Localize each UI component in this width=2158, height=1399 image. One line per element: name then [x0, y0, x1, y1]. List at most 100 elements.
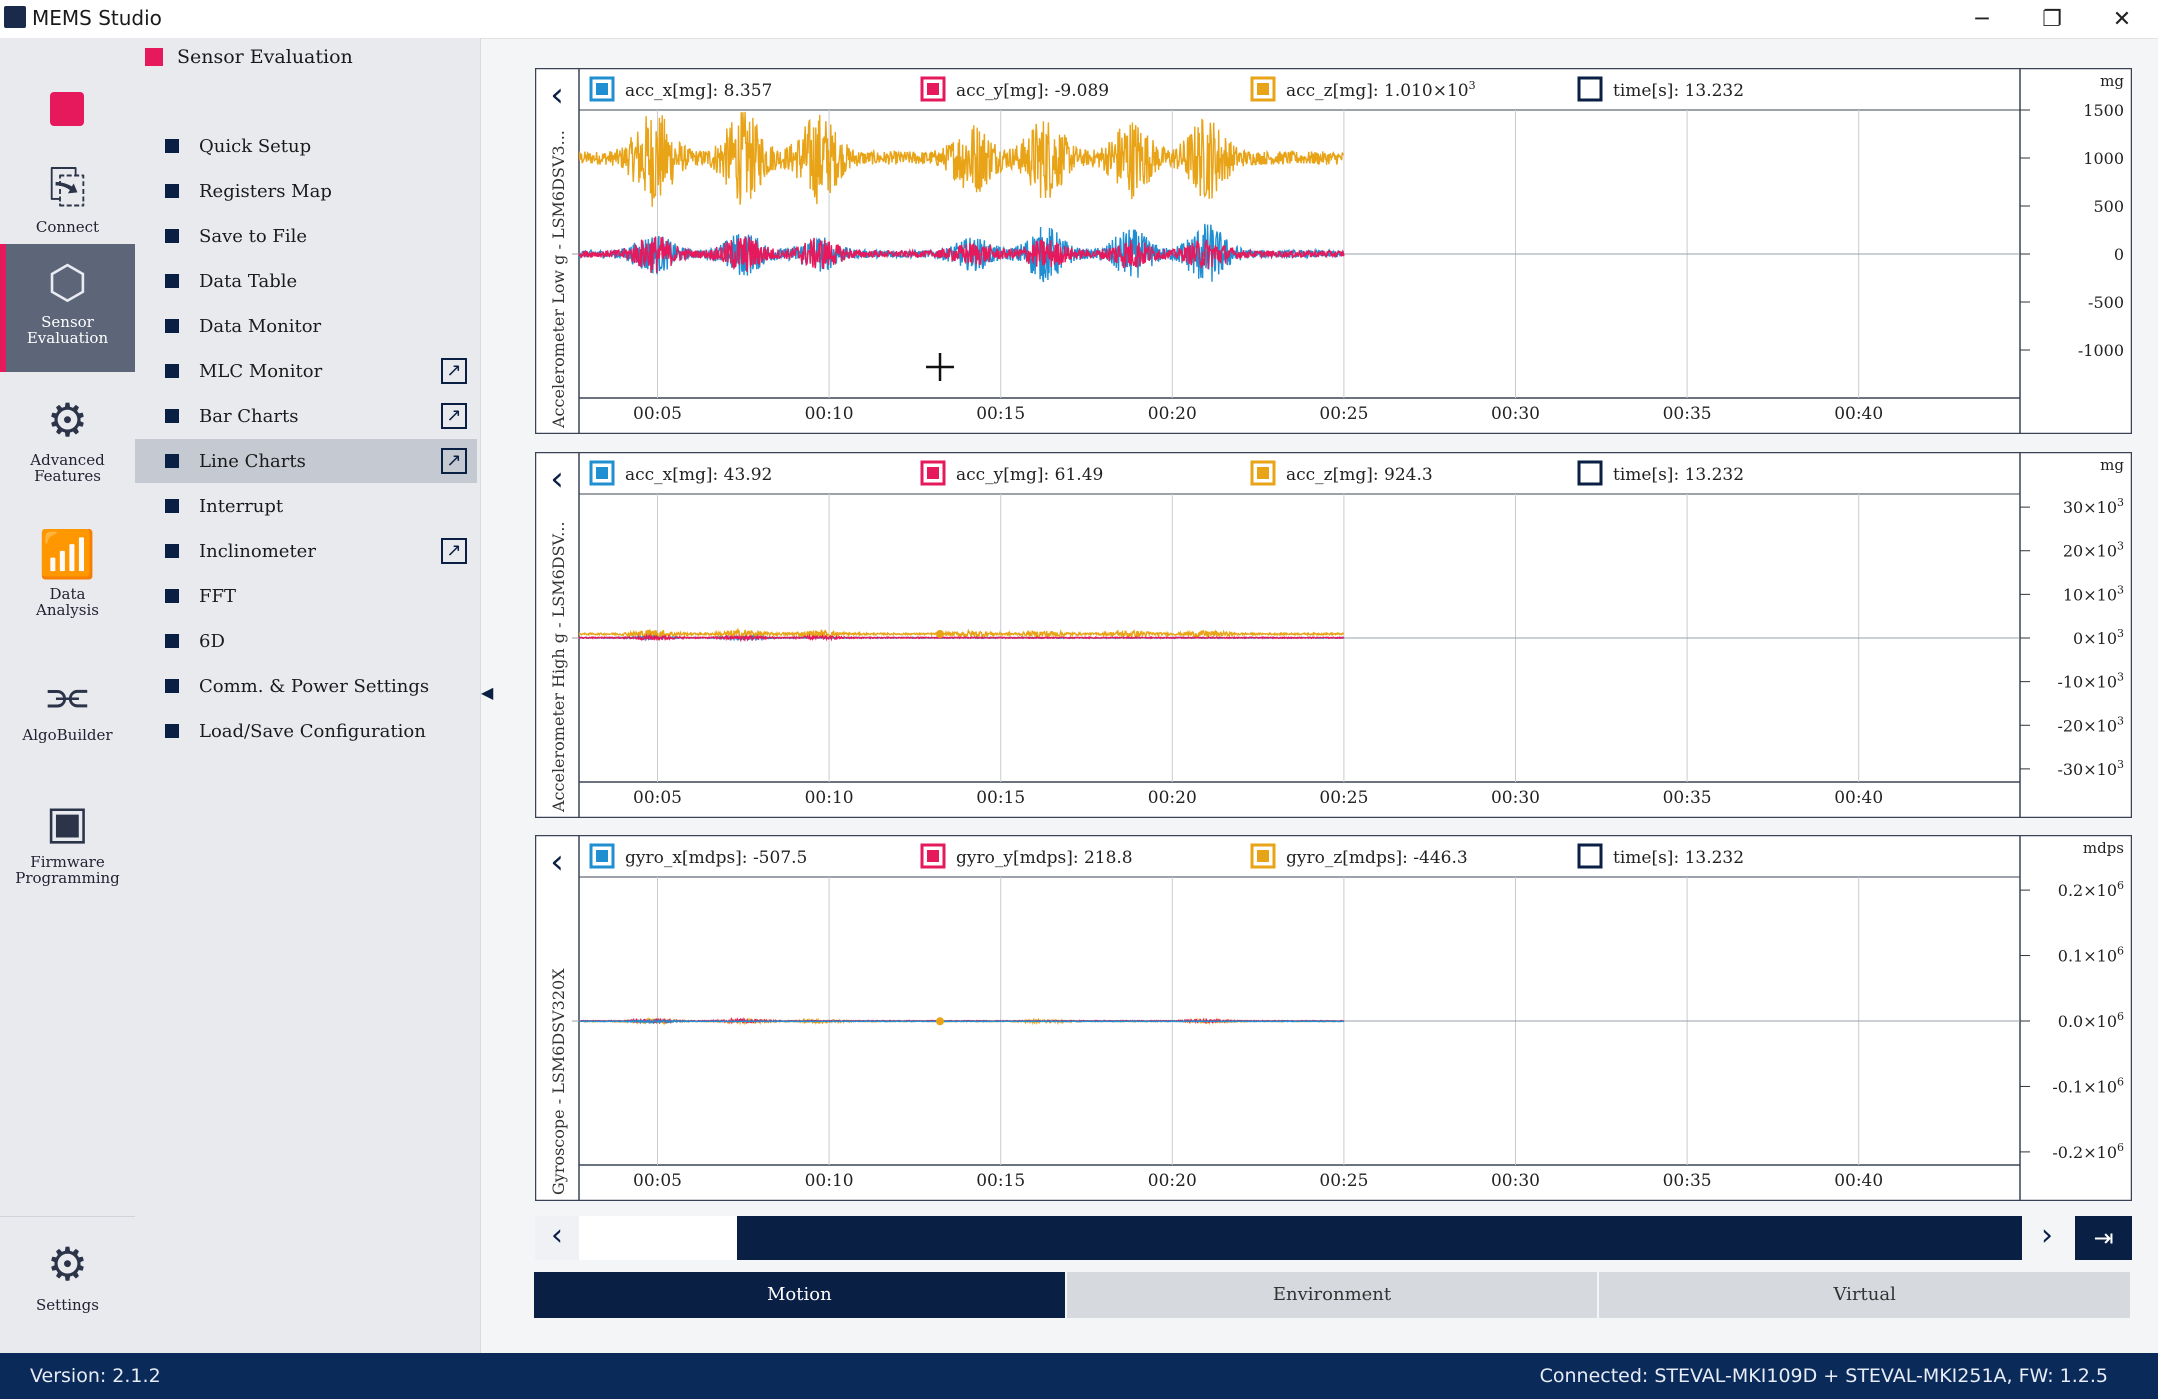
legend-text: acc_x[mg]: 8.357: [625, 81, 772, 101]
chart-collapse-icon[interactable]: ‹: [550, 842, 564, 882]
open-external-icon[interactable]: ↗: [441, 358, 467, 384]
nav-firmware-programming[interactable]: ▣ Firmware Programming: [0, 796, 135, 926]
legend-entry[interactable]: acc_y[mg]: -9.089: [920, 76, 1109, 102]
menu-item-mlc-monitor[interactable]: MLC Monitor ↗: [135, 349, 477, 393]
y-tick-text: -0.2×10: [2052, 1143, 2117, 1162]
legend-entry[interactable]: time[s]: 13.232: [1577, 76, 1744, 102]
scroll-to-end-icon[interactable]: ⇥: [2075, 1216, 2132, 1260]
menu-item-fft[interactable]: FFT: [135, 574, 477, 618]
chart-collapse-icon[interactable]: ‹: [550, 459, 564, 499]
menu-item-data-monitor[interactable]: Data Monitor: [135, 304, 477, 348]
legend-text: time[s]: 13.232: [1613, 81, 1744, 101]
y-tick-label: 0.1×106: [2058, 945, 2124, 966]
legend-text: acc_z[mg]: 1.010×10: [1286, 81, 1469, 101]
y-tick-exponent: 6: [2117, 1010, 2124, 1023]
legend-label: acc_x[mg]: 43.92: [625, 465, 772, 485]
nav-label: Firmware Programming: [15, 853, 120, 887]
menu-item-bar-charts[interactable]: Bar Charts ↗: [135, 394, 477, 438]
close-icon[interactable]: ✕: [2112, 6, 2132, 32]
line-chart-panel[interactable]: ‹ Accelerometer High g - LSM6DSV... 00:05 0…: [535, 452, 2132, 818]
tab-motion[interactable]: Motion: [534, 1272, 1067, 1318]
open-external-icon[interactable]: ↗: [441, 403, 467, 429]
y-tick-label: 30×103: [2063, 496, 2124, 517]
menu-item-quick-setup[interactable]: Quick Setup: [135, 124, 477, 168]
timeline-scrollbar[interactable]: ‹ › ⇥: [535, 1216, 2132, 1260]
minimize-icon[interactable]: ─: [1975, 6, 1989, 32]
menu-item-load-save-configuration[interactable]: Load/Save Configuration: [135, 709, 477, 753]
legend-swatch: [927, 467, 939, 479]
legend-checkbox[interactable]: [1577, 460, 1603, 486]
open-external-icon[interactable]: ↗: [441, 538, 467, 564]
y-tick-text: -30×10: [2057, 760, 2117, 779]
menu-item-save-to-file[interactable]: Save to File: [135, 214, 477, 258]
chip-icon: ▣: [45, 795, 90, 849]
line-chart-panel[interactable]: ‹ Gyroscope - LSM6DSV320X 00:05 00:10 00:15 0…: [535, 835, 2132, 1201]
y-tick-text: 1500: [2083, 101, 2124, 120]
legend-entry[interactable]: gyro_z[mdps]: -446.3: [1250, 843, 1468, 869]
chart-collapse-icon[interactable]: ‹: [550, 75, 564, 115]
nav-settings[interactable]: ⚙ Settings: [0, 1238, 135, 1338]
restore-icon[interactable]: ❐: [2042, 6, 2062, 32]
nav-label: Advanced Features: [30, 451, 105, 485]
bullet-icon: [165, 634, 179, 648]
legend-text: acc_y[mg]: 61.49: [956, 465, 1103, 485]
legend-label: acc_z[mg]: 924.3: [1286, 465, 1433, 485]
menu-item-6d[interactable]: 6D: [135, 619, 477, 663]
menu-item-inclinometer[interactable]: Inclinometer ↗: [135, 529, 477, 573]
open-external-icon[interactable]: ↗: [441, 448, 467, 474]
menu-item-label: Registers Map: [199, 180, 332, 202]
nav-connect[interactable]: ⎘ Connect: [0, 130, 135, 270]
menu-item-line-charts[interactable]: Line Charts ↗: [135, 439, 477, 483]
y-tick-exponent: 3: [2117, 540, 2124, 553]
x-tick-label: 00:20: [1148, 1171, 1197, 1191]
legend-entry[interactable]: time[s]: 13.232: [1577, 460, 1744, 486]
menu-item-registers-map[interactable]: Registers Map: [135, 169, 477, 213]
legend-checkbox[interactable]: [1577, 76, 1603, 102]
stop-button[interactable]: [50, 92, 84, 126]
nav-sensor-evaluation[interactable]: ⬡ Sensor Evaluation: [0, 244, 135, 372]
nav-algobuilder[interactable]: ⫘ AlgoBuilder: [0, 668, 135, 788]
x-tick-label: 00:40: [1834, 404, 1883, 424]
x-tick-label: 00:05: [633, 404, 682, 424]
line-chart-panel[interactable]: ‹ Accelerometer Low g - LSM6DSV3... 00:05 0…: [535, 68, 2132, 434]
tab-environment[interactable]: Environment: [1066, 1272, 1600, 1318]
connect-icon: ⎘: [49, 159, 86, 213]
legend-entry[interactable]: acc_x[mg]: 8.357: [589, 76, 772, 102]
x-tick-label: 00:15: [976, 788, 1025, 808]
legend-entry[interactable]: gyro_x[mdps]: -507.5: [589, 843, 807, 869]
menu-item-label: Quick Setup: [199, 135, 312, 157]
scroll-left-icon[interactable]: ‹: [535, 1216, 579, 1260]
collapse-menu-icon[interactable]: ◀: [481, 683, 494, 702]
legend-label: gyro_z[mdps]: -446.3: [1286, 848, 1468, 868]
y-tick-label: 1500: [2083, 101, 2124, 120]
legend-checkbox[interactable]: [1577, 843, 1603, 869]
cursor-marker: [936, 1017, 945, 1026]
x-tick-label: 00:40: [1834, 788, 1883, 808]
tab-virtual[interactable]: Virtual: [1599, 1272, 2133, 1318]
scroll-right-icon[interactable]: ›: [2041, 1218, 2053, 1253]
x-tick-label: 00:35: [1663, 788, 1712, 808]
y-tick-text: 20×10: [2063, 542, 2117, 561]
legend-label: acc_y[mg]: 61.49: [956, 465, 1103, 485]
legend-entry[interactable]: acc_z[mg]: 1.010×103: [1250, 76, 1476, 102]
menu-item-label: Interrupt: [199, 495, 284, 517]
legend-entry[interactable]: acc_z[mg]: 924.3: [1250, 460, 1433, 486]
legend-text: gyro_x[mdps]: -507.5: [625, 848, 807, 868]
legend-entry[interactable]: gyro_y[mdps]: 218.8: [920, 843, 1133, 869]
legend-entry[interactable]: acc_y[mg]: 61.49: [920, 460, 1103, 486]
nav-advanced-features[interactable]: ⚙ Advanced Features: [0, 394, 135, 514]
nav-data-analysis[interactable]: 📶 Data Analysis: [0, 528, 135, 648]
menu-item-comm-power-settings[interactable]: Comm. & Power Settings: [135, 664, 477, 708]
x-tick-label: 00:40: [1834, 1171, 1883, 1191]
legend-entry[interactable]: acc_x[mg]: 43.92: [589, 460, 772, 486]
menu-item-interrupt[interactable]: Interrupt: [135, 484, 477, 528]
legend-entry[interactable]: time[s]: 13.232: [1577, 843, 1744, 869]
menu-item-data-table[interactable]: Data Table: [135, 259, 477, 303]
scroll-track[interactable]: [579, 1216, 737, 1260]
legend-text: gyro_y[mdps]: 218.8: [956, 848, 1133, 868]
x-tick-label: 00:35: [1663, 1171, 1712, 1191]
legend-text: acc_z[mg]: 924.3: [1286, 465, 1433, 485]
y-tick-label: 0×103: [2073, 627, 2124, 648]
y-tick-exponent: 3: [2117, 714, 2124, 727]
scroll-thumb[interactable]: [737, 1216, 2022, 1260]
